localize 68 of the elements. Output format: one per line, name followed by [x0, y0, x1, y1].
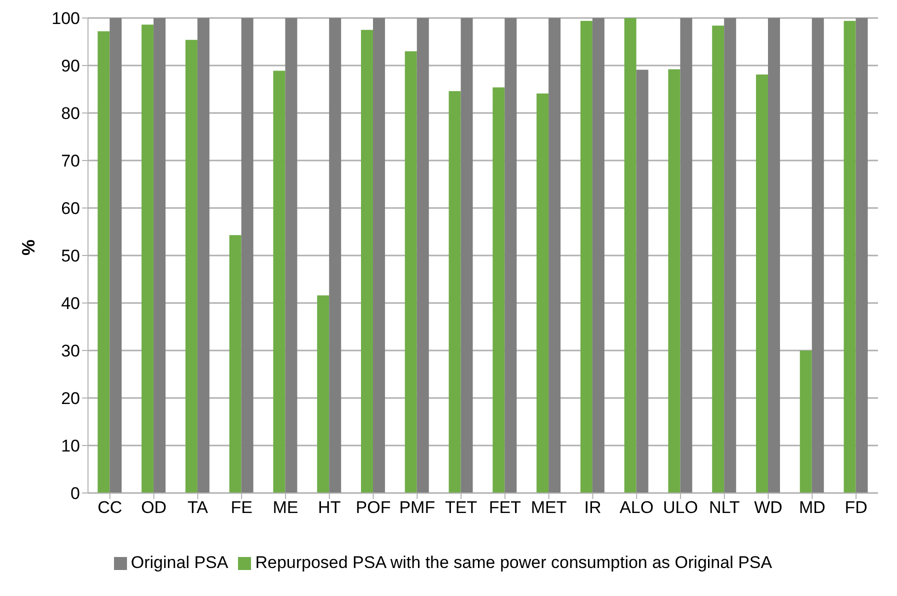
- y-tick-label: 0: [70, 484, 80, 504]
- bar: [680, 18, 692, 493]
- bar: [844, 20, 856, 493]
- legend-label: Original PSA: [130, 553, 228, 572]
- x-tick-label: IR: [584, 498, 602, 518]
- bar: [317, 295, 330, 493]
- x-tick-label: PMF: [399, 498, 436, 518]
- bar: [360, 30, 373, 493]
- x-tick-label: FD: [844, 498, 868, 518]
- y-axis-title: %: [18, 239, 38, 256]
- bar: [404, 51, 417, 493]
- bar: [636, 70, 648, 493]
- bar: [285, 18, 298, 493]
- y-tick-label: 70: [61, 152, 80, 171]
- bar: [110, 18, 122, 493]
- bar: [448, 91, 461, 493]
- bar: [142, 24, 154, 493]
- bar: [668, 69, 680, 493]
- bar: [197, 18, 210, 493]
- bar: [241, 18, 254, 493]
- x-tick-label: CC: [98, 498, 122, 518]
- y-tick-label: 90: [61, 56, 80, 76]
- y-tick-label: 80: [61, 104, 80, 124]
- bar: [724, 18, 736, 493]
- bar: [548, 18, 561, 493]
- bar: [329, 18, 342, 493]
- x-tick-label: MET: [530, 498, 567, 518]
- bar: [372, 18, 385, 493]
- y-tick-label: 20: [61, 389, 80, 408]
- bar: [800, 350, 812, 493]
- bar: [416, 18, 429, 493]
- x-tick-label: FE: [230, 498, 252, 518]
- x-tick-label: ALO: [620, 498, 654, 518]
- bar: [460, 18, 473, 493]
- bar: [712, 26, 724, 493]
- y-tick-label: 100: [52, 9, 80, 28]
- x-tick-label: ME: [272, 498, 298, 518]
- x-tick-label: HT: [318, 498, 341, 518]
- bar: [504, 18, 517, 493]
- bar: [492, 87, 505, 493]
- y-tick-label: 40: [61, 294, 80, 314]
- y-tick-label: 30: [61, 342, 80, 361]
- bar: [154, 18, 166, 493]
- bar: [580, 20, 592, 493]
- x-tick-label: POF: [356, 498, 391, 518]
- x-tick-label: TET: [445, 498, 478, 518]
- bar: [536, 94, 549, 493]
- y-tick-label: 50: [61, 246, 80, 266]
- bar: [812, 18, 824, 493]
- bar: [98, 31, 110, 493]
- bar: [624, 18, 636, 493]
- x-tick-label: MD: [798, 498, 826, 518]
- x-tick-label: ULO: [663, 498, 698, 518]
- x-tick-label: FET: [488, 498, 521, 518]
- bar: [768, 18, 780, 493]
- bar: [592, 18, 604, 493]
- y-tick-label: 10: [61, 436, 80, 456]
- x-tick-label: OD: [141, 498, 167, 518]
- bar: [185, 40, 198, 493]
- bar: [229, 235, 242, 493]
- x-tick-label: WD: [754, 498, 782, 518]
- x-tick-label: TA: [187, 498, 209, 518]
- bar: [273, 70, 286, 493]
- legend-label: Repurposed PSA with the same power consumption as Original PSA: [255, 553, 772, 572]
- y-tick-label: 60: [61, 199, 80, 218]
- x-tick-label: NLT: [708, 498, 740, 518]
- bar: [856, 18, 868, 493]
- bar: [756, 74, 768, 493]
